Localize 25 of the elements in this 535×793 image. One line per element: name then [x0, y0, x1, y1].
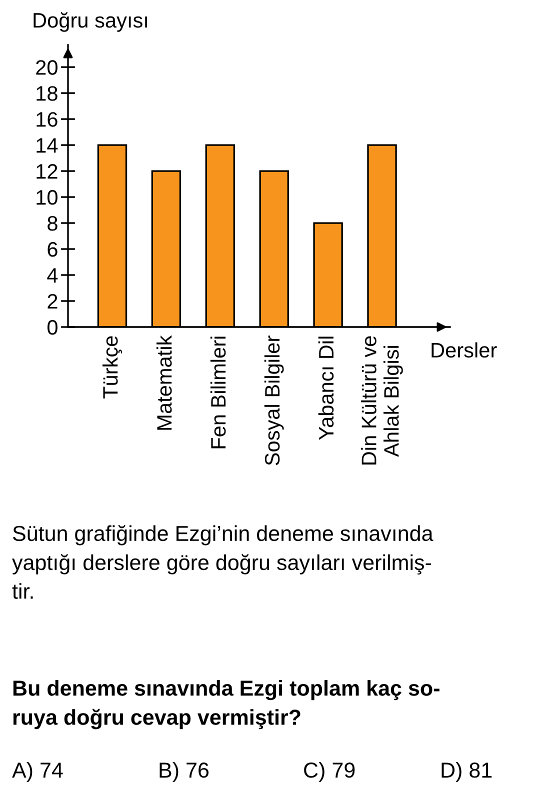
x-axis-title: Dersler — [432, 342, 497, 358]
y-tick-label: 20 — [36, 60, 58, 75]
x-tick-label: Matematik — [156, 335, 172, 430]
text: A) 74 — [12, 762, 63, 782]
y-tick-label: 10 — [36, 190, 58, 205]
y-tick-label: 0 — [48, 320, 58, 335]
x-tick-label: Türkçe — [102, 336, 122, 399]
y-tick-label: 4 — [47, 268, 58, 283]
x-tick-label: Sosyal Bilgiler — [264, 336, 284, 466]
text: C) 79 — [304, 762, 355, 782]
x-tick-label: Yabancı Dil — [318, 336, 334, 440]
x-tick-label: Fen Bilimleri — [210, 336, 226, 448]
y-tick-label: 12 — [36, 164, 58, 179]
y-tick-label: 16 — [36, 112, 58, 127]
text: D) 81 — [442, 762, 492, 782]
text: Sütun grafiğinde Ezgi’nin deneme sınavında yaptığı derslere göre doğru sayıları verilmiş- tir. — [12, 525, 434, 599]
y-tick-label: 18 — [36, 86, 58, 101]
y-tick-label: 2 — [48, 294, 58, 309]
y-tick-label: 6 — [48, 242, 58, 257]
text: B) 76 — [160, 762, 209, 782]
x-tick-label: Din Kültürü ve Ahlak Bilgisi — [361, 336, 403, 464]
y-tick-label: 14 — [36, 138, 58, 153]
text: Bu deneme sınavında Ezgi toplam kaç so- ruya doğru cevap vermiştir? — [13, 680, 440, 730]
y-axis-title: Doğru sayısı — [34, 12, 147, 32]
y-tick-label: 8 — [48, 216, 58, 231]
